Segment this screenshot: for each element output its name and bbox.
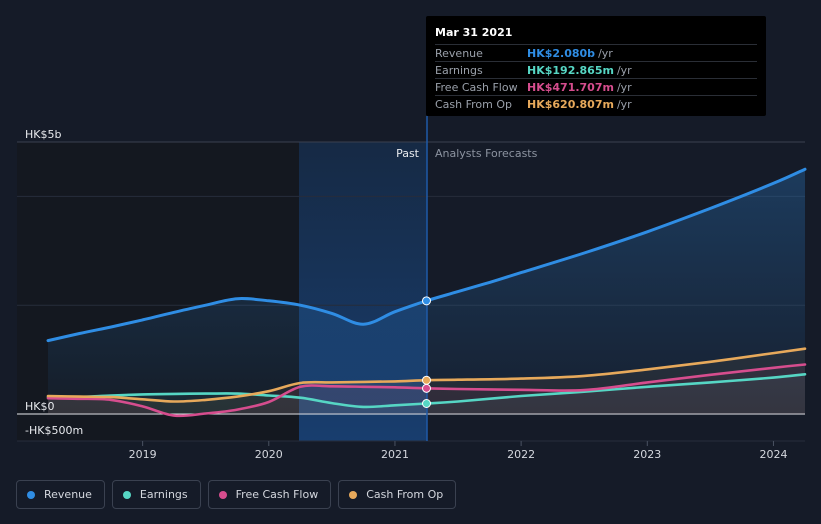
tooltip-series-name: Earnings xyxy=(435,64,483,77)
legend-label: Cash From Op xyxy=(366,488,444,501)
x-tick-label: 2024 xyxy=(759,448,787,461)
x-tick-label: 2021 xyxy=(381,448,409,461)
legend-item-cash-from-op[interactable]: Cash From Op xyxy=(338,480,457,509)
tooltip-row: Cash From Op HK$620.807m/yr xyxy=(435,95,757,112)
cash-from-op-line xyxy=(46,347,807,403)
tooltip-series-name: Cash From Op xyxy=(435,98,513,111)
legend-item-earnings[interactable]: Earnings xyxy=(111,480,201,509)
y-axis-label: HK$0 xyxy=(25,400,54,413)
legend-item-revenue[interactable]: Revenue xyxy=(16,480,105,509)
tooltip-series-value: HK$620.807m xyxy=(527,98,614,111)
free-cash-flow-marker xyxy=(422,383,431,393)
legend-dot-icon xyxy=(122,490,131,499)
x-tick-label: 2019 xyxy=(129,448,157,461)
tooltip-series-name: Free Cash Flow xyxy=(435,81,518,94)
tooltip-date: Mar 31 2021 xyxy=(435,26,513,39)
tooltip-unit: /yr xyxy=(616,64,632,77)
earnings-area xyxy=(48,374,805,414)
tooltip-unit: /yr xyxy=(616,81,632,94)
revenue-area xyxy=(48,169,805,414)
legend-label: Revenue xyxy=(44,488,92,501)
tooltip-series-value: HK$471.707m xyxy=(527,81,614,94)
legend-item-free-cash-flow[interactable]: Free Cash Flow xyxy=(207,480,332,509)
tooltip-row: Revenue HK$2.080b/yr xyxy=(435,44,757,61)
revenue-line xyxy=(46,167,807,343)
tooltip-series-value: HK$192.865m xyxy=(527,64,614,77)
legend-dot-icon xyxy=(27,490,35,499)
tooltip-unit: /yr xyxy=(616,98,632,111)
legend-label: Earnings xyxy=(139,488,188,501)
earnings-marker xyxy=(422,399,431,409)
tooltip-unit: /yr xyxy=(598,47,613,60)
free-cash-flow-line xyxy=(46,363,807,418)
x-tick-label: 2022 xyxy=(507,448,535,461)
forecast-label: Analysts Forecasts xyxy=(435,147,538,160)
earnings-line xyxy=(46,373,807,409)
tooltip-series-name: Revenue xyxy=(435,47,483,60)
past-label: Past xyxy=(396,147,420,160)
legend-label: Free Cash Flow xyxy=(235,488,319,501)
tooltip: Mar 31 2021 Revenue HK$2.080b/yr Earnings H… xyxy=(426,16,766,116)
y-axis-label: -HK$500m xyxy=(25,424,83,437)
legend-dot-icon xyxy=(218,490,227,499)
x-tick-label: 2020 xyxy=(255,448,283,461)
tooltip-row: Free Cash Flow HK$471.707m/yr xyxy=(435,78,757,95)
legend: Revenue Earnings Free Cash Flow Cash From O… xyxy=(16,480,457,509)
cash-from-op-marker xyxy=(422,375,431,385)
legend-dot-icon xyxy=(349,490,358,499)
y-axis-label: HK$5b xyxy=(25,128,61,141)
tooltip-series-value: HK$2.080b xyxy=(527,47,596,60)
revenue-marker xyxy=(422,296,431,306)
tooltip-row: Earnings HK$192.865m/yr xyxy=(435,61,757,78)
x-tick-label: 2023 xyxy=(633,448,661,461)
